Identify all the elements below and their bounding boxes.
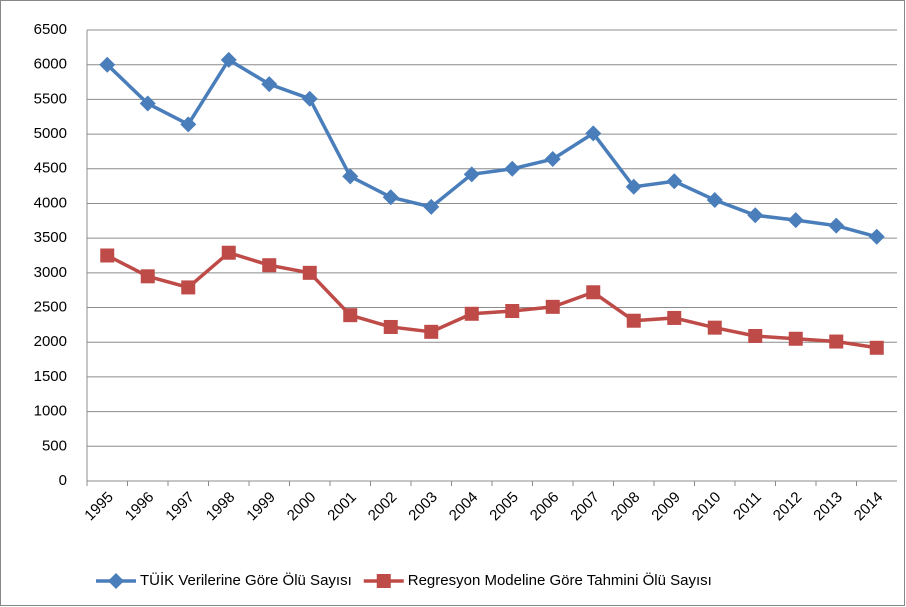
y-tick-label: 1000: [34, 403, 67, 420]
legend-marker: [108, 573, 124, 589]
y-tick-label: 3500: [34, 229, 67, 246]
data-point: [261, 76, 278, 93]
y-tick-label: 0: [59, 472, 67, 489]
y-tick-label: 5000: [34, 125, 67, 142]
data-point: [99, 56, 116, 73]
data-point: [586, 285, 601, 300]
data-point: [626, 313, 641, 328]
series-line: [106, 57, 878, 239]
data-point: [139, 95, 156, 112]
y-tick-label: 500: [42, 437, 67, 454]
data-point: [424, 324, 439, 339]
data-point: [666, 173, 683, 190]
data-point: [788, 331, 803, 346]
y-tick-label: 5500: [34, 90, 67, 107]
y-tick-label: 6500: [34, 21, 67, 38]
y-tick-label: 4500: [34, 160, 67, 177]
data-point: [423, 198, 440, 215]
data-point: [869, 340, 884, 355]
data-point: [545, 299, 560, 314]
data-point: [220, 51, 237, 68]
y-tick-label: 4000: [34, 194, 67, 211]
data-point: [667, 310, 682, 325]
legend-marker: [376, 574, 391, 588]
data-point: [181, 280, 196, 295]
data-point: [342, 168, 359, 185]
data-point: [463, 166, 480, 183]
data-point: [140, 269, 155, 284]
data-point: [625, 178, 642, 195]
data-point: [262, 258, 277, 273]
data-point: [868, 228, 885, 245]
data-point: [787, 212, 804, 229]
legend-label: TÜİK Verilerine Göre Ölü Sayısı: [140, 571, 352, 589]
data-point: [100, 248, 115, 263]
data-point: [828, 217, 845, 234]
y-tick-label: 1500: [34, 368, 67, 385]
data-point: [504, 160, 521, 177]
data-point: [343, 308, 358, 323]
data-point: [706, 191, 723, 208]
data-point: [505, 304, 520, 319]
data-point: [747, 207, 764, 224]
data-point: [180, 116, 197, 133]
data-point: [301, 90, 318, 107]
data-point: [464, 306, 479, 321]
data-point: [585, 125, 602, 142]
data-point: [221, 245, 236, 260]
data-point: [302, 265, 317, 280]
data-point: [382, 189, 399, 206]
legend-label: Regresyon Modeline Göre Tahmini Ölü Sayı…: [408, 571, 712, 589]
data-point: [748, 328, 763, 343]
y-tick-label: 3000: [34, 264, 67, 281]
data-point: [383, 319, 398, 334]
y-tick-label: 2500: [34, 299, 67, 316]
data-point: [707, 320, 722, 335]
data-point: [829, 334, 844, 349]
y-tick-label: 6000: [34, 56, 67, 73]
y-tick-label: 2000: [34, 333, 67, 350]
data-point: [544, 151, 561, 168]
